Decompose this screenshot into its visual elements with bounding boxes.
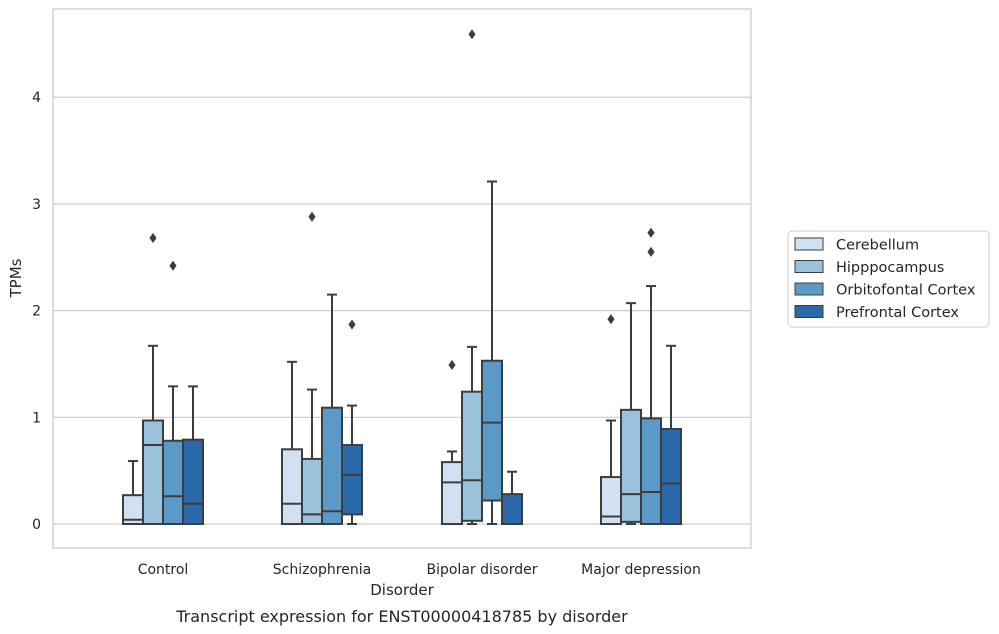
box xyxy=(182,438,204,525)
outlier-point xyxy=(149,233,157,244)
plot-frame xyxy=(52,8,752,549)
legend: Cerebellum Hipppocampus Orbitofontal Corte… xyxy=(787,230,990,328)
box-group xyxy=(620,302,642,525)
y-tick-label: 3 xyxy=(32,197,41,213)
y-tick-label: 2 xyxy=(32,304,41,320)
box-group xyxy=(341,319,363,525)
x-axis-label: Disorder xyxy=(370,581,434,599)
box-series xyxy=(122,29,682,526)
box xyxy=(162,439,184,525)
legend-label: Cerebellum xyxy=(836,238,919,254)
legend-swatch xyxy=(794,237,824,251)
outlier-point xyxy=(308,211,316,222)
box-group xyxy=(441,360,463,526)
legend-swatch xyxy=(794,305,824,318)
box xyxy=(281,448,303,525)
box xyxy=(481,359,503,502)
box-group xyxy=(501,470,523,525)
legend-label: Orbitofontal Cortex xyxy=(836,283,976,299)
box xyxy=(461,390,483,522)
legend-label: Hipppocampus xyxy=(836,260,944,276)
y-axis-label: TPMs xyxy=(7,258,25,298)
box-group xyxy=(182,385,204,525)
box-group xyxy=(281,360,303,525)
outlier-point xyxy=(647,246,655,257)
legend-frame xyxy=(787,230,990,328)
box-group xyxy=(640,227,662,526)
legend-swatch xyxy=(794,260,824,273)
outlier-point xyxy=(448,360,456,371)
box-group xyxy=(122,460,144,526)
box xyxy=(142,419,164,526)
box-group xyxy=(321,293,343,525)
x-tick-label: Control xyxy=(138,562,189,578)
box-group xyxy=(660,344,682,525)
outlier-point xyxy=(607,314,615,325)
box xyxy=(501,493,523,525)
chart-caption: Transcript expression for ENST0000041878… xyxy=(175,607,628,626)
y-tick-label: 4 xyxy=(32,90,41,106)
x-axis-ticks: Control Schizophrenia Bipolar disorder Majo… xyxy=(138,562,701,578)
box xyxy=(620,408,642,523)
box-group xyxy=(162,260,184,525)
outlier-point xyxy=(468,29,476,40)
outlier-point xyxy=(348,319,356,330)
x-tick-label: Schizophrenia xyxy=(273,562,371,578)
legend-label: Prefrontal Cortex xyxy=(836,305,959,321)
x-tick-label: Major depression xyxy=(581,562,701,578)
box xyxy=(321,406,343,525)
x-tick-label: Bipolar disorder xyxy=(426,562,537,578)
legend-swatch xyxy=(794,282,824,296)
box xyxy=(660,428,682,525)
y-tick-label: 1 xyxy=(32,410,41,426)
box xyxy=(341,444,363,516)
box-group xyxy=(142,233,164,526)
outlier-point xyxy=(647,227,655,238)
outlier-point xyxy=(169,260,177,271)
y-axis-ticks: 0 1 2 3 4 xyxy=(32,90,41,533)
box-group xyxy=(461,29,483,525)
box-group xyxy=(301,211,323,525)
y-tick-label: 0 xyxy=(32,517,41,533)
box-group xyxy=(600,314,622,525)
box xyxy=(441,461,463,526)
box xyxy=(640,417,662,526)
box-group xyxy=(481,180,503,525)
